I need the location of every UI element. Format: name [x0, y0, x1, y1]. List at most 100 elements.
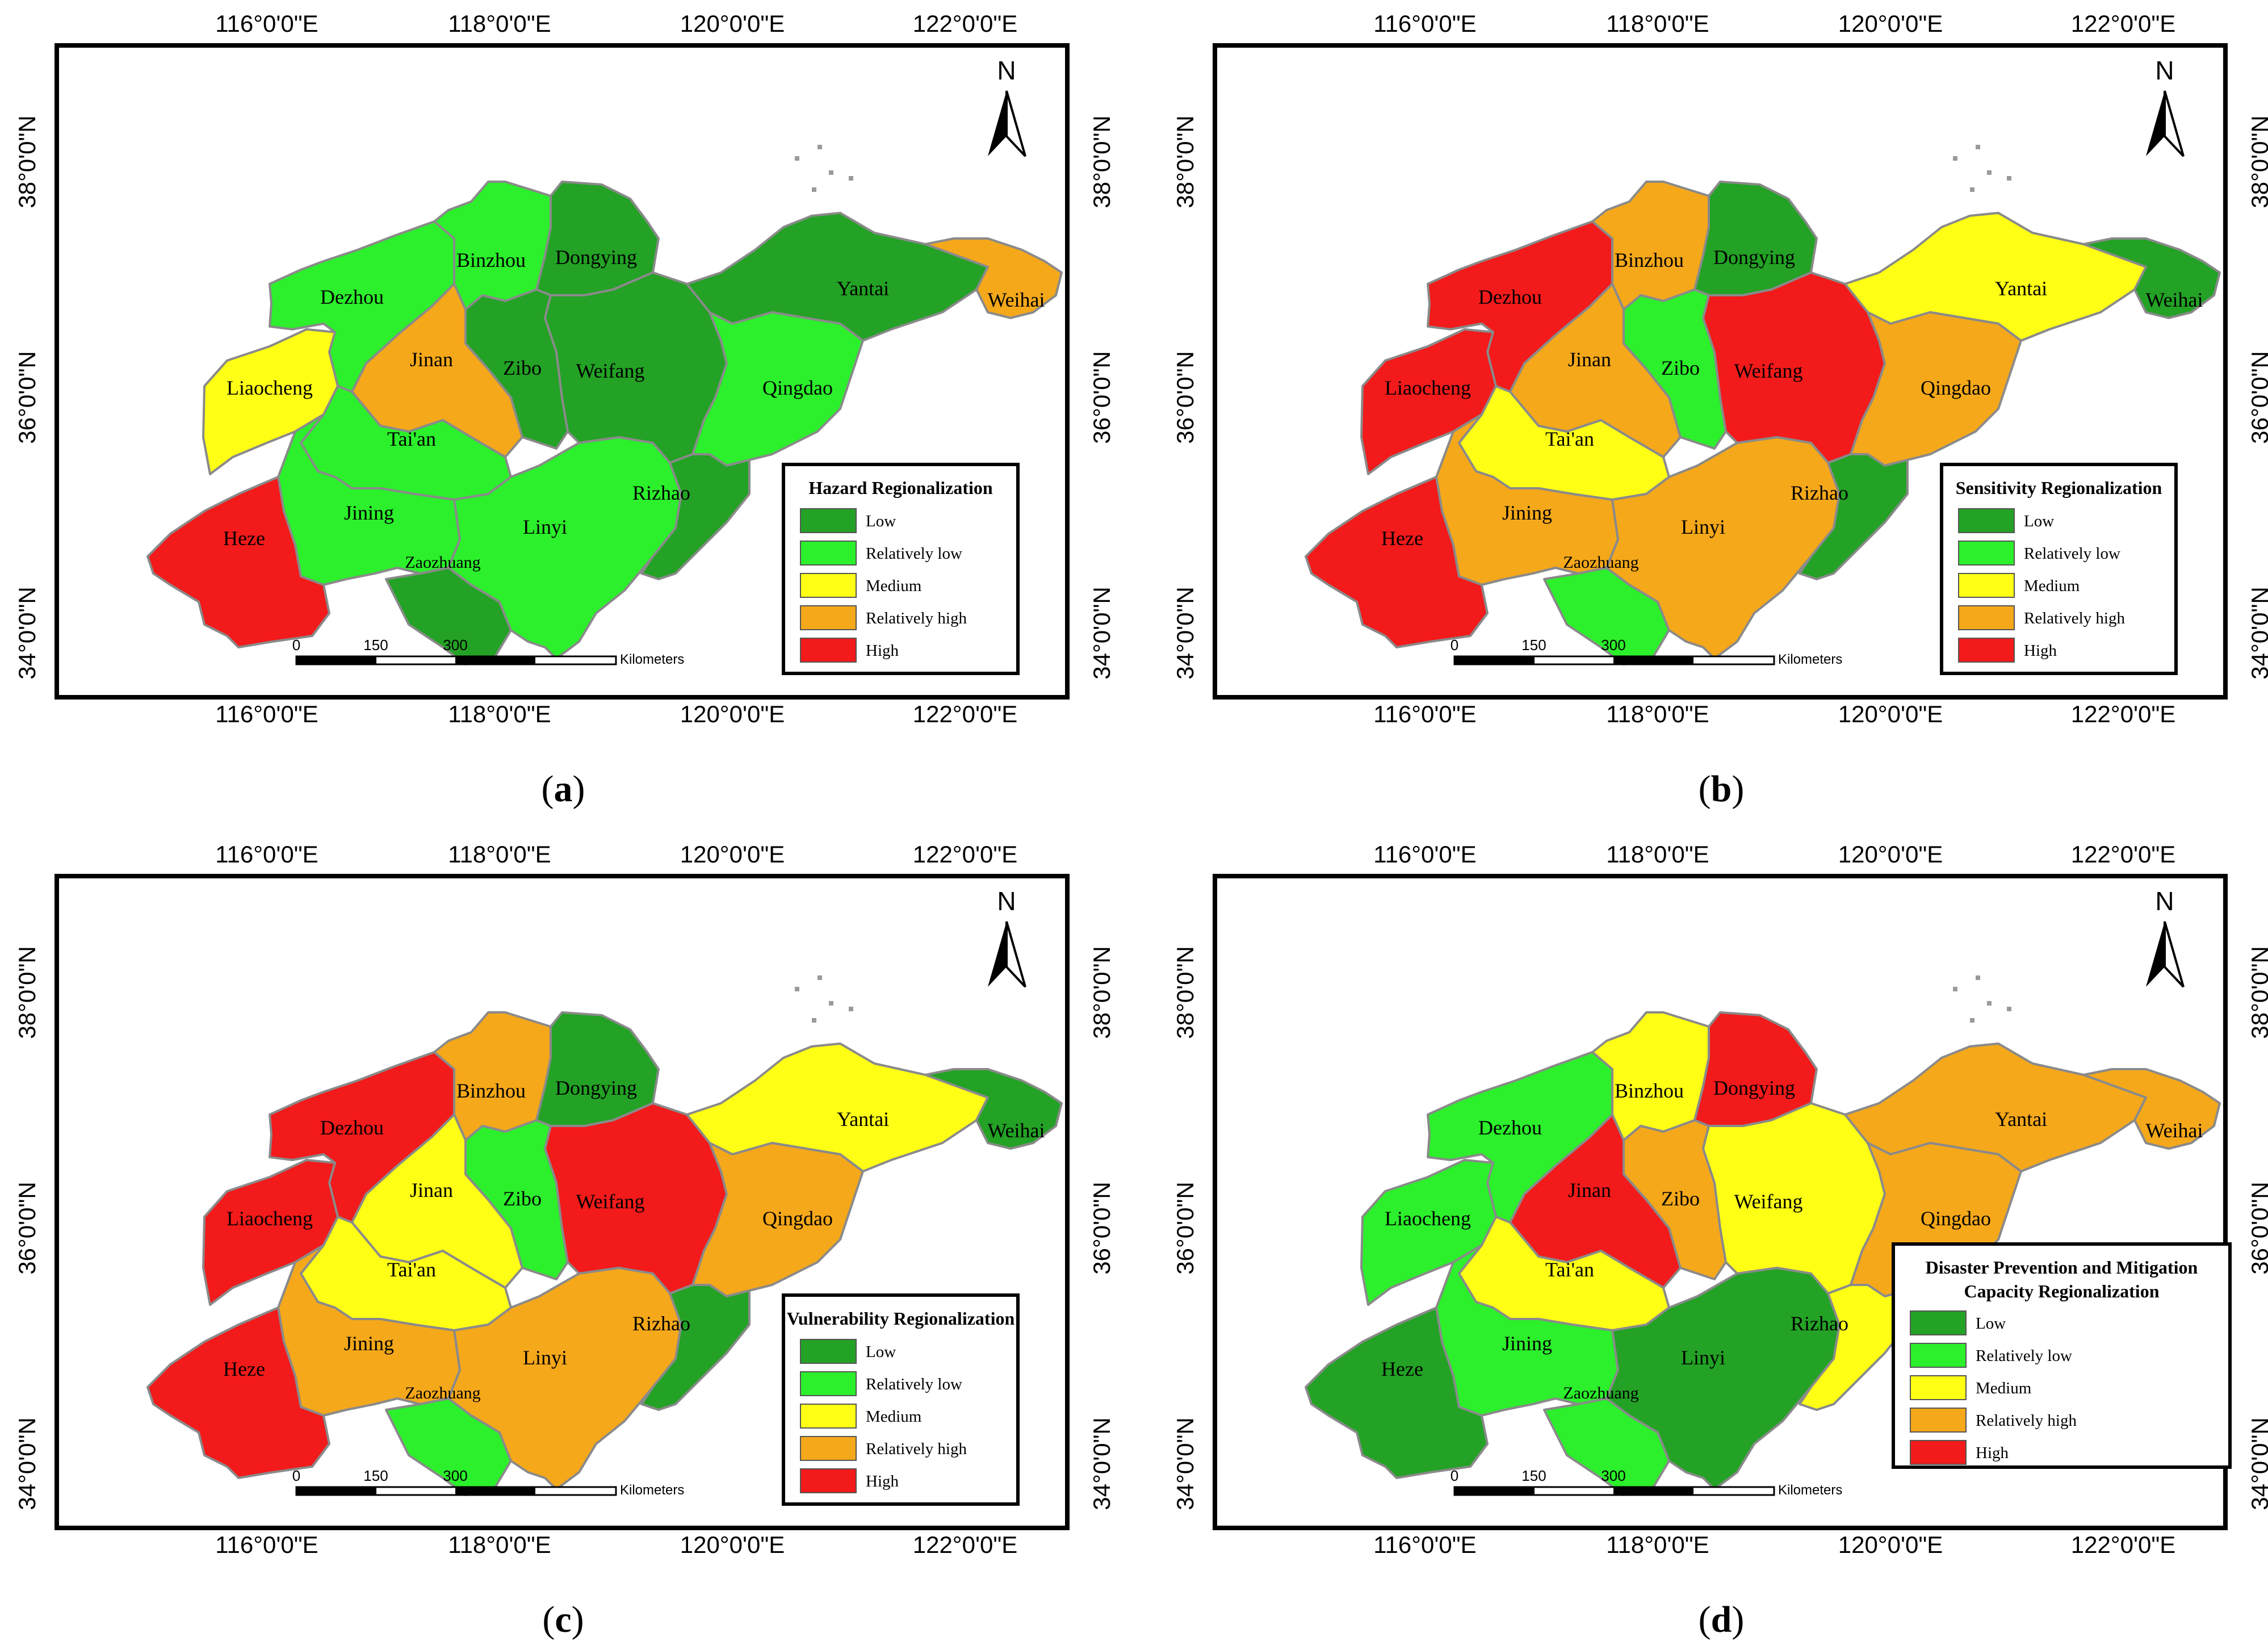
- legend-label-relatively-high: Relatively high: [2024, 609, 2125, 627]
- city-label-yantai: Yantai: [837, 1108, 889, 1130]
- scale-bar: 0 150 300 Kilometers: [1450, 1467, 1843, 1498]
- city-label-zibo: Zibo: [503, 357, 542, 379]
- legend-label-medium: Medium: [866, 1408, 922, 1426]
- lat-label-right: 34°0'0"N: [2246, 587, 2268, 680]
- city-label-rizhao: Rizhao: [1791, 1312, 1848, 1335]
- region-rizhao: [1799, 1284, 1909, 1411]
- legend-swatch-relatively-high: [1958, 605, 2015, 630]
- island: [1970, 187, 1974, 192]
- lon-label-bottom: 122°0'0"E: [913, 1531, 1018, 1558]
- lon-label-bottom: 118°0'0"E: [1606, 701, 1709, 727]
- city-label-qingdao: Qingdao: [1921, 1207, 1991, 1230]
- region-weihai: [2082, 237, 2221, 319]
- lat-label-left: 34°0'0"N: [1172, 587, 1198, 680]
- city-label-weifang: Weifang: [1734, 359, 1802, 382]
- city-label-yantai: Yantai: [837, 277, 889, 300]
- legend-swatch-high: [1910, 1440, 1967, 1465]
- legend-label-low: Low: [2024, 512, 2054, 530]
- legend-swatch-high: [800, 638, 857, 663]
- scale-tick-label: 300: [1601, 636, 1625, 654]
- city-label-weihai: Weihai: [2145, 288, 2203, 311]
- legend-label-low: Low: [866, 512, 896, 530]
- city-label-zibo: Zibo: [1661, 1187, 1700, 1210]
- map-panel-c: 116°0'0"E 116°0'0"E 118°0'0"E 118°0'0"E 120°…: [0, 831, 1126, 1650]
- lat-label-left: 36°0'0"N: [14, 1182, 40, 1275]
- island: [818, 145, 822, 149]
- city-label-qingdao: Qingdao: [1921, 376, 1991, 399]
- city-label-heze: Heze: [223, 527, 265, 550]
- scale-unit-label: Kilometers: [620, 652, 684, 667]
- lat-label-left: 38°0'0"N: [14, 115, 40, 208]
- city-label-zaozhuang: Zaozhuang: [405, 553, 480, 572]
- lon-label-top: 120°0'0"E: [680, 841, 785, 868]
- lon-label-top: 122°0'0"E: [2071, 10, 2176, 37]
- panel-letter: b: [1711, 768, 1732, 810]
- scale-tick-label: 150: [363, 1467, 388, 1484]
- legend-swatch-low: [800, 1339, 857, 1364]
- legend-swatch-relatively-low: [800, 1371, 857, 1396]
- region-linyi: [1605, 436, 1841, 660]
- panel-letter: a: [554, 768, 573, 810]
- city-label-jinan: Jinan: [410, 348, 453, 371]
- legend-label-medium: Medium: [2024, 577, 2080, 595]
- legend-swatch-high: [800, 1468, 857, 1493]
- north-arrow-icon: N: [988, 886, 1026, 988]
- lon-label-top: 118°0'0"E: [448, 10, 551, 37]
- lon-label-bottom: 116°0'0"E: [215, 701, 318, 727]
- city-label-zaozhuang: Zaozhuang: [1563, 553, 1638, 572]
- lon-label-top: 122°0'0"E: [913, 841, 1018, 868]
- legend-swatch-relatively-low: [800, 541, 857, 566]
- map-panel-a: 116°0'0"E 116°0'0"E 118°0'0"E 118°0'0"E 120°…: [0, 0, 1126, 819]
- region-heze: [146, 1306, 330, 1479]
- lat-label-left: 34°0'0"N: [1172, 1417, 1198, 1510]
- city-label-dezhou: Dezhou: [320, 286, 384, 308]
- city-label-jining: Jining: [1502, 501, 1552, 524]
- legend-label-low: Low: [866, 1343, 896, 1361]
- lat-label-right: 34°0'0"N: [1088, 1417, 1115, 1510]
- scale-tick-label: 0: [292, 1467, 300, 1484]
- legend-label-relatively-low: Relatively low: [2024, 545, 2120, 563]
- lon-label-bottom: 120°0'0"E: [680, 1531, 785, 1558]
- region-linyi: [1605, 1267, 1841, 1490]
- lon-label-bottom: 116°0'0"E: [1373, 1531, 1476, 1558]
- city-label-yantai: Yantai: [1995, 277, 2047, 300]
- lon-label-top: 116°0'0"E: [1373, 841, 1476, 868]
- lon-label-top: 120°0'0"E: [1838, 10, 1943, 37]
- city-label-jining: Jining: [344, 1332, 394, 1355]
- north-label: N: [997, 56, 1016, 85]
- island: [2007, 1007, 2011, 1011]
- legend-swatch-low: [1958, 508, 2015, 533]
- island: [795, 156, 799, 161]
- island: [829, 170, 833, 175]
- city-label-weihai: Weihai: [987, 1119, 1045, 1142]
- legend: Vulnerability Regionalization Low Relative…: [782, 1293, 1020, 1506]
- island: [849, 176, 853, 181]
- scale-tick-label: 300: [443, 636, 467, 654]
- lon-label-bottom: 118°0'0"E: [448, 701, 551, 727]
- lat-label-right: 38°0'0"N: [1088, 946, 1115, 1039]
- lon-label-bottom: 122°0'0"E: [2071, 701, 2176, 727]
- region-weihai: [924, 237, 1063, 319]
- city-label-weifang: Weifang: [576, 359, 644, 382]
- legend-label-high: High: [866, 1472, 899, 1490]
- lon-label-top: 116°0'0"E: [215, 10, 318, 37]
- lat-label-left: 38°0'0"N: [14, 946, 40, 1039]
- lat-label-left: 36°0'0"N: [1172, 351, 1198, 444]
- island: [812, 187, 816, 192]
- lon-label-bottom: 120°0'0"E: [1838, 1531, 1943, 1558]
- lat-label-left: 34°0'0"N: [14, 587, 40, 680]
- island: [1976, 145, 1980, 149]
- legend-label-medium: Medium: [866, 577, 922, 595]
- legend-swatch-relatively-low: [1958, 541, 2015, 566]
- city-label-zaozhuang: Zaozhuang: [405, 1384, 480, 1402]
- city-label-rizhao: Rizhao: [632, 481, 690, 504]
- city-label-rizhao: Rizhao: [632, 1312, 690, 1335]
- legend-label-relatively-high: Relatively high: [866, 609, 967, 627]
- island: [812, 1018, 816, 1023]
- city-label-liaocheng: Liaocheng: [1385, 376, 1471, 399]
- lon-label-bottom: 120°0'0"E: [680, 701, 785, 727]
- lat-label-right: 36°0'0"N: [1088, 1182, 1115, 1275]
- region-qingdao: [691, 1142, 864, 1297]
- lon-label-bottom: 120°0'0"E: [1838, 701, 1943, 727]
- city-label-liaocheng: Liaocheng: [227, 1207, 313, 1230]
